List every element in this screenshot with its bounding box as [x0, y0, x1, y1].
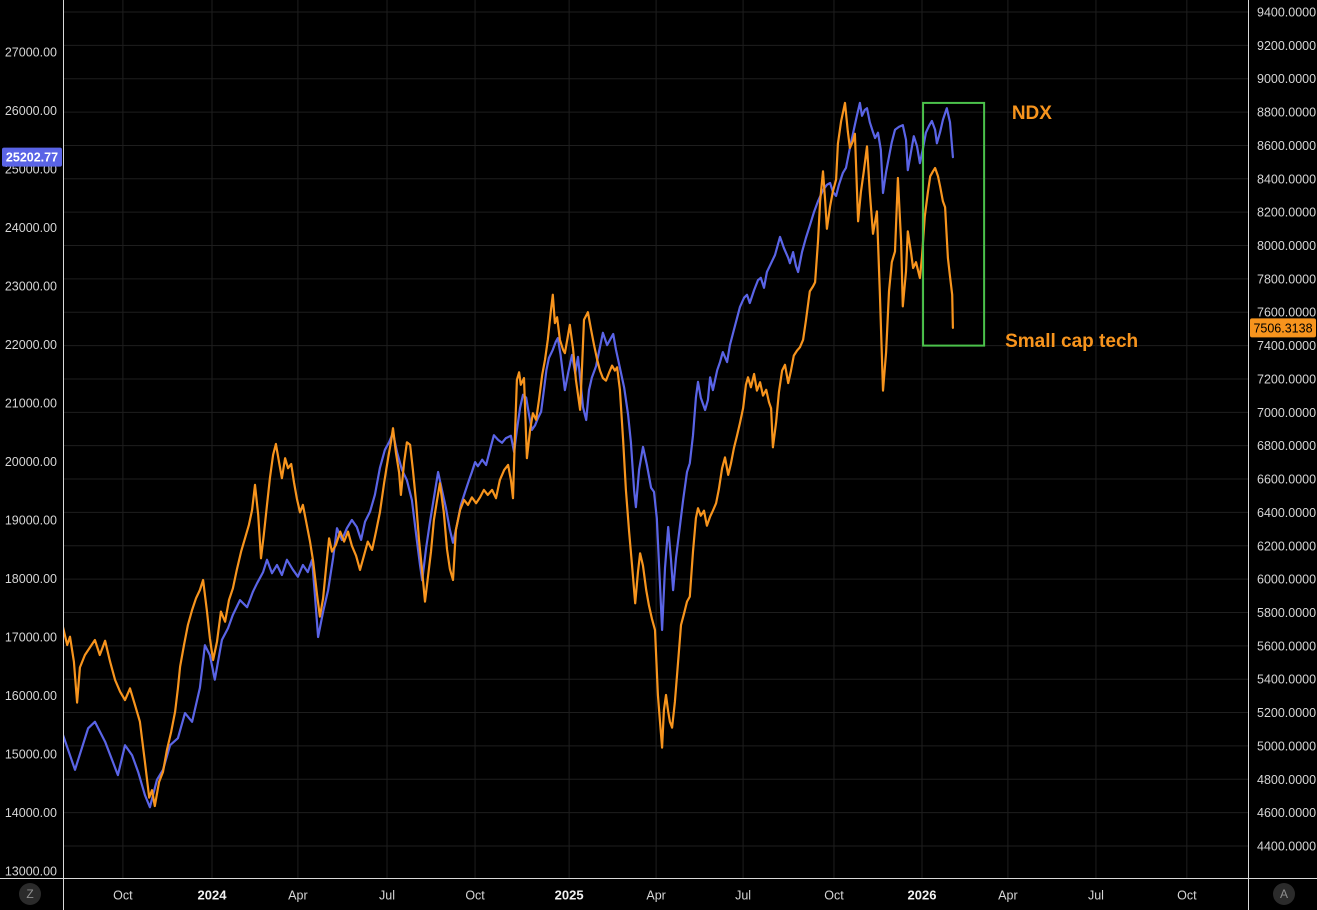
time-axis-label: Jul	[1088, 889, 1104, 903]
right-axis-label: 6800.0000	[1257, 439, 1316, 453]
time-axis-label: Apr	[646, 889, 665, 903]
time-axis-label: 2026	[908, 888, 937, 903]
left-axis-label: 22000.00	[5, 338, 57, 352]
left-price-axis[interactable]: 27000.0026000.0025000.0024000.0023000.00…	[5, 46, 57, 879]
series-layer	[63, 101, 955, 809]
left-axis-label: 24000.00	[5, 221, 57, 235]
ndx-price-badge-label: 25202.77	[6, 151, 58, 165]
a-corner-button[interactable]	[1273, 883, 1295, 905]
right-axis-label: 7200.0000	[1257, 372, 1316, 386]
corner-buttons-layer: Z A	[19, 883, 1295, 905]
left-axis-label: 14000.00	[5, 806, 57, 820]
right-axis-label: 7000.0000	[1257, 406, 1316, 420]
left-axis-label: 20000.00	[5, 455, 57, 469]
time-axis-label: Oct	[465, 889, 485, 903]
time-axis-label: 2024	[198, 888, 228, 903]
z-corner-button[interactable]	[19, 883, 41, 905]
right-axis-label: 8800.0000	[1257, 106, 1316, 120]
time-axis-label: Oct	[824, 889, 844, 903]
small-cap-tech-label-annotation[interactable]: Small cap tech	[1005, 331, 1138, 352]
left-axis-label: 15000.00	[5, 748, 57, 762]
small-cap-tech-line-series[interactable]	[63, 101, 955, 808]
left-axis-label: 18000.00	[5, 572, 57, 586]
ndx-line-series[interactable]	[63, 101, 955, 809]
right-price-axis[interactable]: 9400.0000 9200.0000 9000.0000 8800.0000 8600…	[1257, 6, 1316, 854]
right-axis-label: 8400.0000	[1257, 172, 1316, 186]
right-axis-label: 7400.0000	[1257, 339, 1316, 353]
a-corner-button-label: A	[1280, 887, 1288, 901]
smallcap-price-badge	[1250, 318, 1316, 338]
right-axis-label: 4400.0000	[1257, 840, 1316, 854]
annotations-layer: NDX Small cap tech	[922, 101, 1138, 352]
ndx-price-badge	[2, 147, 62, 167]
right-axis-label: 5000.0000	[1257, 739, 1316, 753]
right-axis-label: 7800.0000	[1257, 272, 1316, 286]
left-axis-label: 17000.00	[5, 631, 57, 645]
left-axis-label: 13000.00	[5, 865, 57, 879]
price-badges-layer: 25202.77 7506.3138	[2, 147, 1316, 338]
left-axis-label: 19000.00	[5, 514, 57, 528]
time-axis-label: Jul	[735, 889, 751, 903]
right-axis-label: 5400.0000	[1257, 673, 1316, 687]
right-axis-label: 9400.0000	[1257, 6, 1316, 20]
time-axis-label: Apr	[288, 889, 307, 903]
right-axis-label: 6600.0000	[1257, 473, 1316, 487]
time-axis-label: Oct	[1177, 889, 1197, 903]
time-axis-label: 2025	[555, 888, 584, 903]
time-axis[interactable]: Oct 2024 Apr Jul Oct 2025 Apr Jul Oct 2026 Apr Jul O…	[113, 888, 1197, 903]
highlight-box-annotation[interactable]	[922, 101, 986, 347]
smallcap-price-badge-label: 7506.3138	[1253, 321, 1312, 335]
right-axis-label: 5800.0000	[1257, 606, 1316, 620]
left-axis-label: 21000.00	[5, 397, 57, 411]
right-axis-label: 8600.0000	[1257, 139, 1316, 153]
right-axis-label: 9000.0000	[1257, 72, 1316, 86]
right-axis-label: 8200.0000	[1257, 206, 1316, 220]
right-axis-label: 6200.0000	[1257, 539, 1316, 553]
right-axis-label: 5600.0000	[1257, 639, 1316, 653]
right-axis-label: 6400.0000	[1257, 506, 1316, 520]
time-axis-label: Apr	[998, 889, 1017, 903]
left-axis-label: 16000.00	[5, 689, 57, 703]
right-axis-label: 6000.0000	[1257, 573, 1316, 587]
right-axis-label: 8000.0000	[1257, 239, 1316, 253]
right-axis-label: 5200.0000	[1257, 706, 1316, 720]
time-axis-label: Oct	[113, 889, 133, 903]
left-axis-label: 23000.00	[5, 280, 57, 294]
z-corner-button-label: Z	[26, 887, 33, 901]
right-axis-label: 7600.0000	[1257, 306, 1316, 320]
ndx-label-annotation[interactable]: NDX	[1012, 103, 1052, 124]
right-axis-label: 4600.0000	[1257, 806, 1316, 820]
right-axis-label: 4800.0000	[1257, 773, 1316, 787]
grid	[64, 0, 1248, 878]
left-axis-label: 26000.00	[5, 104, 57, 118]
right-axis-label: 9200.0000	[1257, 39, 1316, 53]
left-axis-label: 27000.00	[5, 46, 57, 60]
time-axis-label: Jul	[379, 889, 395, 903]
